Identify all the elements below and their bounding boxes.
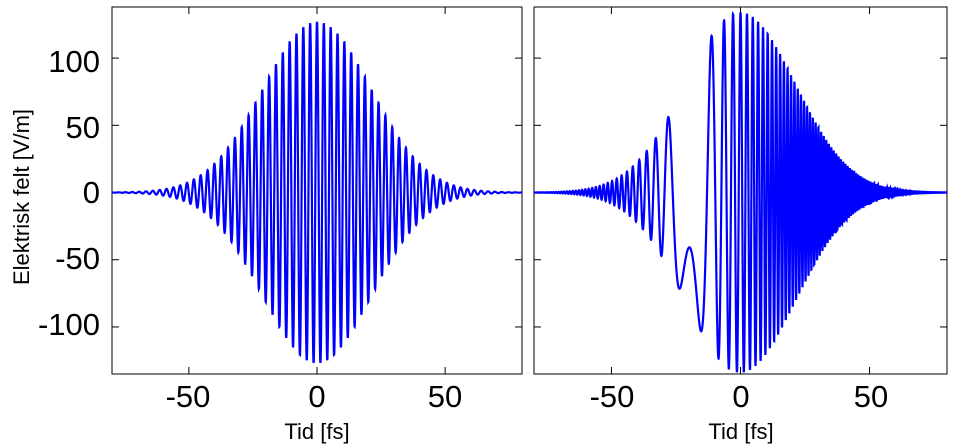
right-x-axis-title: Tid [fs]: [708, 419, 773, 444]
left-panel: 100 50 0 -50 -100 -50 0 50 Tid [fs] Elek…: [9, 6, 523, 444]
left-xtick-label-50: 50: [428, 379, 462, 414]
left-ytick-label-0: 0: [83, 175, 100, 210]
left-ytick-label-50: 50: [66, 110, 100, 145]
left-x-ticks: [188, 7, 446, 374]
y-axis-title: Elektrisk felt [V/m]: [9, 109, 34, 285]
left-ytick-label-100: 100: [48, 44, 100, 79]
left-signal-line: [112, 21, 522, 364]
left-xtick-label-0: 0: [308, 379, 325, 414]
right-panel: -50 0 50 Tid [fs]: [533, 6, 948, 444]
left-xtick-label-neg50: -50: [166, 379, 211, 414]
right-signal-line: [533, 10, 948, 373]
right-xtick-label-neg50: -50: [590, 379, 635, 414]
right-xtick-label-0: 0: [732, 379, 749, 414]
left-x-axis-title: Tid [fs]: [284, 419, 349, 444]
left-ytick-label-neg100: -100: [38, 307, 100, 342]
left-ytick-label-neg50: -50: [55, 241, 100, 276]
right-xtick-label-50: 50: [854, 379, 888, 414]
